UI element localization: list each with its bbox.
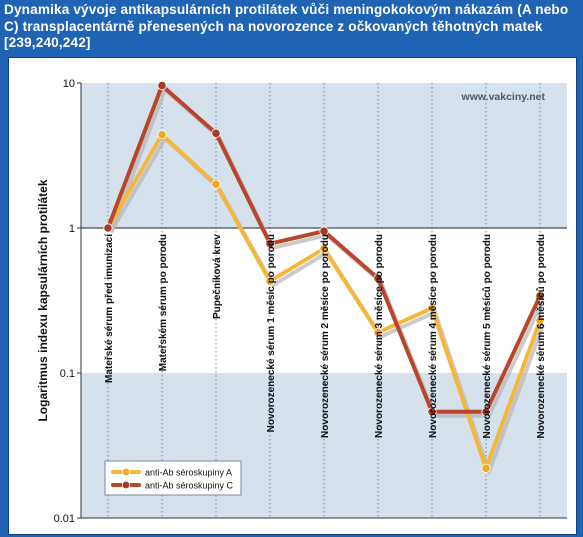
data-point-a	[265, 276, 275, 286]
x-category-label: Novorozenecké sérum 6 měsíců po porodu	[535, 234, 547, 439]
data-point-c	[427, 407, 437, 417]
data-point-a	[319, 244, 329, 254]
data-point-a	[211, 179, 221, 189]
y-axis-label: Logaritmus indexu kapsulárních protiláte…	[36, 179, 50, 421]
legend-swatch-marker	[121, 467, 131, 477]
data-point-c	[103, 223, 113, 233]
chart-panel: 10 1 0.1 0.01 Logaritmus indexu kapsulárních…	[8, 57, 577, 535]
x-category-label: Novorozenecké sérum 3 měsíce po porodu	[374, 234, 385, 438]
x-category-label: Novorozenecké sérum 4 měsíce po porodu	[428, 234, 439, 438]
legend-label: anti-Ab séroskupiny A	[145, 468, 232, 478]
data-point-c	[535, 291, 545, 301]
y-tick-label: 10	[63, 78, 75, 90]
watermark: www.vakciny.net	[461, 91, 546, 103]
y-tick-label: 1	[69, 223, 75, 235]
data-point-a	[373, 327, 383, 338]
data-point-c	[319, 226, 329, 236]
legend-box	[104, 460, 242, 496]
data-point-c	[265, 239, 275, 249]
data-point-a	[535, 315, 545, 326]
data-point-a	[427, 303, 437, 313]
data-point-a	[157, 130, 167, 140]
y-tick-label: 0.01	[54, 513, 75, 525]
y-tick-label: 0.1	[60, 368, 75, 380]
x-category-label: Novorozenecké sérum 5 měsíců po porodu	[481, 234, 493, 439]
legend-label: anti-Ab séroskupiny C	[145, 481, 234, 491]
x-category-label: Novorozenecké sérum 2 měsíce po porodu	[320, 234, 331, 438]
line-chart: 10 1 0.1 0.01 Logaritmus indexu kapsulárních…	[36, 78, 567, 525]
data-point-a	[481, 463, 491, 473]
data-point-c	[157, 80, 167, 91]
x-category-label: Pupečníková krev	[212, 234, 223, 319]
data-point-c	[481, 407, 491, 417]
chart-title: Dynamika vývoje antikapsulárních protilá…	[4, 2, 569, 50]
legend-swatch-marker	[121, 480, 131, 490]
x-category-label: Mateřském sérum po porodu	[158, 234, 169, 371]
x-category-label: Mateřské sérum před imunizací	[104, 233, 115, 383]
data-point-c	[211, 128, 221, 138]
x-category-label: Novorozenecké sérum 1 měsíc po porodu	[266, 234, 277, 432]
data-point-c	[373, 273, 383, 283]
